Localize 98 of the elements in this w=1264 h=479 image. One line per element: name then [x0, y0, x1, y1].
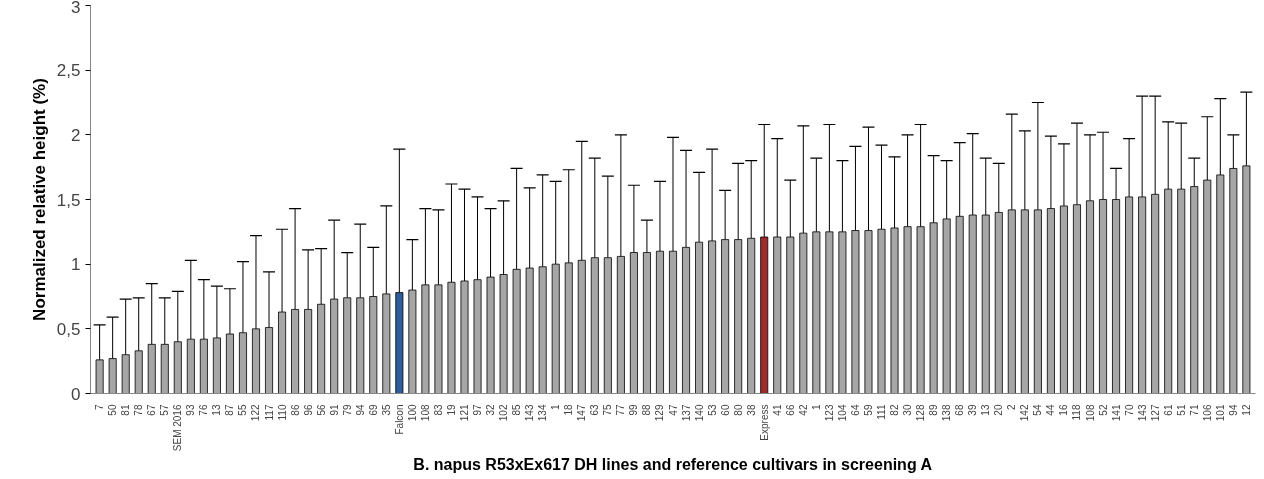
- x-tick-label: 67: [146, 404, 158, 416]
- y-tick-label: 0: [71, 384, 81, 404]
- x-tick-label: 147: [576, 404, 588, 422]
- x-tick-label: 61: [1162, 404, 1174, 416]
- x-tick-label: 55: [237, 404, 249, 416]
- x-tick-label: 100: [406, 404, 418, 422]
- x-tick-label: 47: [667, 404, 679, 416]
- x-tick-label: 111: [876, 404, 887, 420]
- x-tick-label: SEM 2016: [172, 404, 184, 452]
- x-tick-label: 50: [107, 404, 119, 416]
- x-tick-label: 13: [211, 404, 223, 416]
- x-axis-title: B. napus R53xEx617 DH lines and reference cultivars in screening A: [413, 456, 933, 474]
- x-tick-label: 93: [185, 404, 197, 416]
- x-tick-label: 85: [511, 404, 523, 416]
- x-tick-label: 18: [563, 404, 575, 416]
- x-tick-label: 101: [1214, 404, 1226, 422]
- x-tick-label: 141: [1110, 404, 1122, 422]
- x-tick-label: 7: [94, 404, 106, 411]
- y-axis-title: Normalized relative height (%): [29, 78, 49, 321]
- x-tick-label: 86: [289, 404, 301, 416]
- x-tick-label: 39: [967, 404, 979, 416]
- x-tick-label: 42: [797, 404, 809, 416]
- x-tick-label: 51: [1175, 404, 1187, 416]
- x-tick-label: 19: [445, 404, 457, 416]
- x-tick-label: 123: [823, 404, 835, 422]
- x-tick-label: 83: [432, 404, 444, 416]
- x-tick-label: 60: [719, 404, 731, 416]
- x-tick-label: 35: [380, 404, 392, 416]
- x-tick-label: 140: [693, 404, 705, 422]
- x-tick-label: 64: [849, 404, 861, 416]
- x-tick-label: 143: [1136, 404, 1148, 422]
- x-tick-label: 134: [537, 404, 549, 422]
- x-tick-label: 2: [1006, 404, 1018, 411]
- x-tick-label: 108: [419, 404, 431, 422]
- x-tick-label: 94: [354, 404, 366, 416]
- x-tick-label: 16: [1058, 404, 1070, 416]
- x-tick-label: 87: [224, 404, 236, 416]
- x-tick-label: 56: [315, 404, 327, 416]
- y-tick-label: 3: [71, 0, 81, 17]
- x-tick-label: 94: [1227, 404, 1239, 416]
- x-tick-label: 80: [732, 404, 744, 416]
- x-tick-label: 63: [589, 404, 601, 416]
- x-tick-label: 20: [993, 404, 1005, 416]
- x-tick-label: 143: [524, 404, 536, 422]
- x-tick-label: 104: [836, 404, 848, 422]
- x-tick-label: 88: [641, 404, 653, 416]
- x-tick-label: 38: [745, 404, 757, 416]
- x-tick-label: 71: [1188, 404, 1200, 416]
- y-tick-label: 2: [71, 125, 81, 145]
- x-tick-label: 68: [954, 404, 966, 416]
- x-tick-label: Falcon: [393, 404, 405, 435]
- x-tick-label: 78: [133, 404, 145, 416]
- x-tick-label: 117: [263, 404, 275, 421]
- x-tick-label: 102: [498, 404, 510, 422]
- x-tick-label: 66: [784, 404, 796, 416]
- x-tick-label: 108: [1084, 404, 1096, 422]
- x-tick-label: 121: [459, 404, 470, 422]
- x-tick-label: 44: [1045, 404, 1057, 416]
- x-tick-label: 79: [341, 404, 353, 416]
- x-tick-label: 13: [980, 404, 992, 416]
- x-tick-label: 128: [915, 404, 927, 422]
- x-tick-label: 41: [771, 404, 783, 416]
- x-tick-label: 69: [367, 404, 379, 416]
- x-tick-label: 127: [1149, 404, 1161, 422]
- y-tick-label: 0,5: [56, 319, 81, 339]
- x-tick-label: 137: [680, 404, 692, 422]
- y-tick-label: 1,5: [56, 190, 81, 210]
- x-tick-label: 89: [928, 404, 940, 416]
- x-tick-label: 1: [550, 404, 562, 411]
- x-tick-label: 81: [120, 404, 132, 416]
- x-tick-label: 1: [810, 404, 822, 411]
- x-tick-label: 32: [485, 404, 497, 416]
- x-tick-label: 75: [602, 404, 614, 416]
- x-tick-label: 77: [615, 404, 627, 416]
- y-tick-label: 1: [71, 255, 81, 275]
- x-tick-label: 91: [328, 404, 340, 416]
- x-tick-label: 110: [276, 404, 288, 421]
- x-tick-label: 59: [862, 404, 874, 416]
- x-tick-label: 70: [1123, 404, 1135, 416]
- x-tick-label: 30: [902, 404, 914, 416]
- y-tick-label: 2,5: [56, 61, 81, 81]
- x-tick-label: 142: [1019, 404, 1031, 422]
- x-tick-label: 57: [159, 404, 171, 416]
- x-tick-label: 52: [1097, 404, 1109, 416]
- x-tick-label: Express: [758, 404, 770, 441]
- x-tick-label: 82: [889, 404, 901, 416]
- x-tick-label: 54: [1032, 404, 1044, 416]
- x-tick-label: 129: [654, 404, 666, 422]
- x-tick-label: 96: [302, 404, 314, 416]
- x-tick-label: 76: [198, 404, 210, 416]
- x-tick-label: 118: [1071, 404, 1083, 421]
- x-tick-label: 12: [1240, 404, 1252, 416]
- x-tick-label: 106: [1201, 404, 1213, 422]
- x-tick-label: 122: [250, 404, 262, 422]
- x-tick-label: 99: [628, 404, 640, 416]
- x-tick-label: 97: [472, 404, 484, 416]
- x-tick-label: 138: [941, 404, 953, 422]
- x-tick-label: 53: [706, 404, 718, 416]
